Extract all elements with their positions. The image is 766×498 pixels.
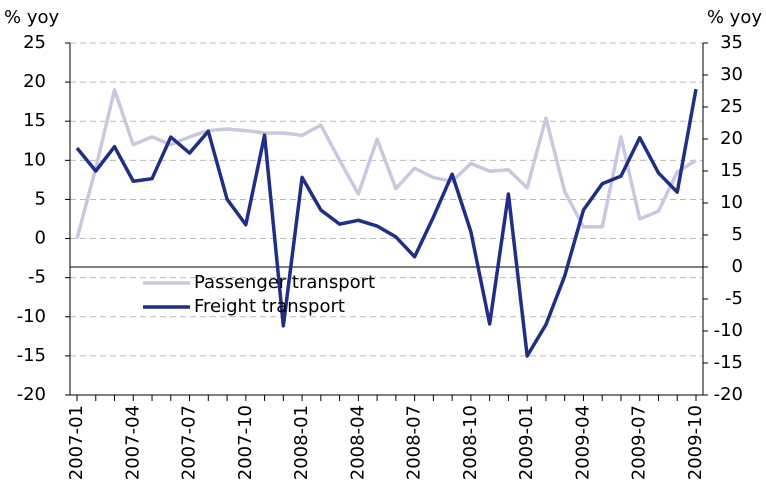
y-tick-label: 0: [35, 228, 46, 249]
y-tick-label: 20: [23, 71, 46, 92]
y2-tick-label: 35: [720, 32, 743, 53]
y-tick-label: -10: [17, 306, 46, 327]
y2-axis-label: % yoy: [707, 7, 762, 28]
x-tick-label: 2009-04: [572, 405, 593, 480]
x-tick-label: 2009-01: [516, 405, 537, 480]
y2-tick-label: 30: [720, 64, 743, 85]
legend-label: Freight transport: [194, 296, 345, 317]
x-tick-label: 2009-10: [685, 405, 706, 480]
y2-tick-label: 20: [720, 128, 743, 149]
y-tick-label: -5: [28, 267, 46, 288]
y-tick-label: 25: [23, 32, 46, 53]
y-tick-label: -20: [17, 384, 46, 405]
y2-tick-label: 25: [720, 96, 743, 117]
y2-tick-label: -20: [714, 384, 743, 405]
y2-tick-label: 10: [720, 192, 743, 213]
x-tick-label: 2007-10: [235, 405, 256, 480]
y2-tick-label: 15: [720, 160, 743, 181]
y2-tick-label: -10: [714, 320, 743, 341]
x-tick-label: 2007-04: [122, 405, 143, 480]
y2-tick-label: 0: [732, 256, 743, 277]
y2-tick-label: 5: [732, 224, 743, 245]
series-line: [75, 88, 697, 240]
x-tick-label: 2007-01: [66, 405, 87, 480]
x-tick-label: 2008-10: [460, 405, 481, 480]
y-tick-label: 5: [35, 188, 46, 209]
x-tick-label: 2007-07: [179, 405, 200, 480]
x-tick-label: 2009-07: [629, 405, 650, 480]
y-axis-label: % yoy: [4, 7, 59, 28]
series-line: [75, 88, 698, 358]
x-tick-label: 2008-07: [404, 405, 425, 480]
y-tick-label: 10: [23, 149, 46, 170]
x-tick-label: 2008-01: [291, 405, 312, 480]
x-tick-label: 2008-04: [347, 405, 368, 480]
legend-label: Passenger transport: [194, 272, 375, 293]
y2-tick-label: -15: [714, 352, 743, 373]
y-tick-label: 15: [23, 110, 46, 131]
y-tick-label: -15: [17, 345, 46, 366]
y2-tick-label: -5: [725, 288, 743, 309]
